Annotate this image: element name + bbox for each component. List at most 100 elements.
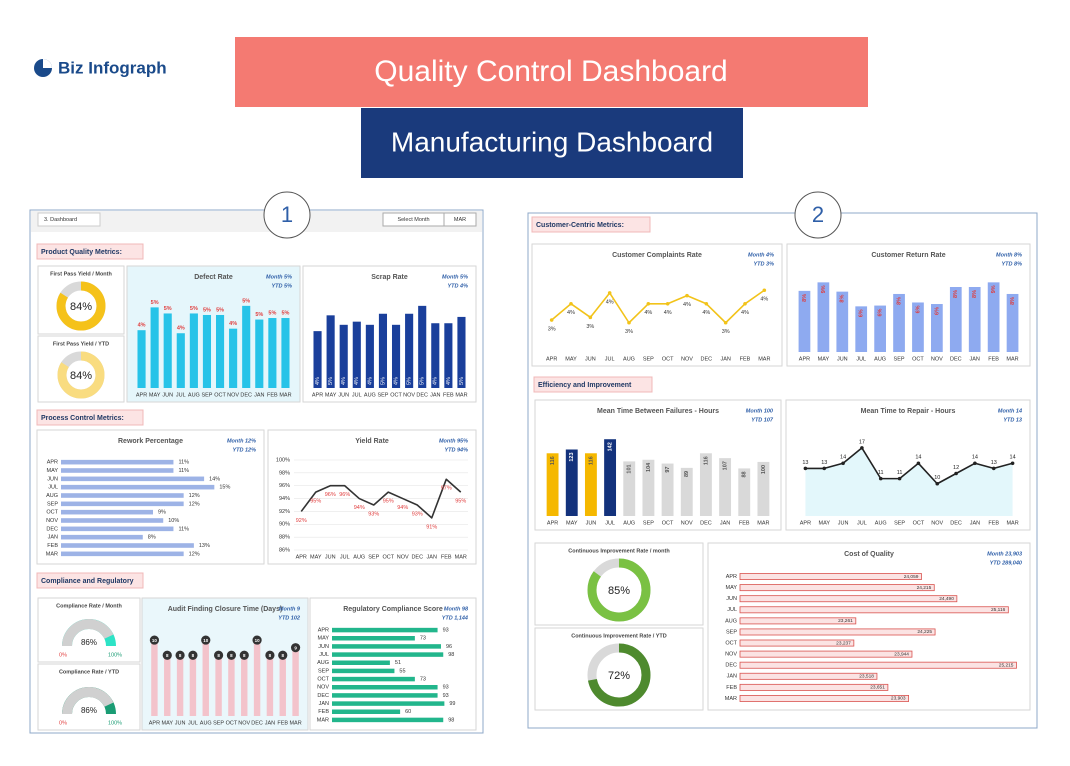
data-label: 4% bbox=[393, 377, 399, 385]
bar bbox=[378, 313, 388, 388]
marker bbox=[149, 635, 160, 645]
x-tick-label: MAY bbox=[149, 392, 161, 398]
bar bbox=[61, 534, 143, 540]
panel-number: 2 bbox=[812, 202, 824, 227]
data-label: 10 bbox=[934, 475, 940, 481]
data-label: 14 bbox=[1010, 455, 1016, 461]
bar bbox=[241, 655, 248, 716]
bar bbox=[431, 323, 440, 388]
data-label: 96% bbox=[325, 492, 336, 498]
data-label: 8% bbox=[840, 295, 846, 303]
bar bbox=[798, 290, 811, 352]
chart-title: Cost of Quality bbox=[844, 551, 894, 558]
data-label: 123 bbox=[569, 452, 575, 461]
data-label: 10 bbox=[203, 638, 209, 643]
data-label: 8% bbox=[802, 294, 808, 302]
y-tick-label: JUL bbox=[319, 652, 329, 658]
annotation: Month 5% bbox=[266, 274, 292, 280]
bar bbox=[266, 655, 274, 716]
data-label: 104 bbox=[646, 462, 652, 472]
bar bbox=[836, 291, 849, 352]
x-tick-label: JUL bbox=[605, 356, 615, 362]
bar bbox=[699, 453, 712, 516]
data-label: 11 bbox=[897, 470, 903, 476]
data-label: 5% bbox=[380, 377, 386, 385]
y-tick-label: JAN bbox=[319, 701, 329, 707]
y-tick-label: 88% bbox=[279, 535, 290, 541]
month-select[interactable] bbox=[443, 212, 477, 227]
donut-label: 84% bbox=[70, 301, 92, 313]
y-tick-label: APR bbox=[47, 460, 58, 466]
marker bbox=[188, 650, 198, 660]
bar bbox=[255, 319, 264, 388]
y-tick-label: APR bbox=[726, 574, 737, 580]
bar bbox=[163, 313, 172, 388]
x-tick-label: DEC bbox=[950, 356, 962, 362]
bar bbox=[739, 584, 935, 592]
bar bbox=[332, 652, 444, 657]
chart-title: First Pass Yield / YTD bbox=[53, 341, 109, 347]
annotation: YTD 107 bbox=[751, 417, 774, 423]
data-label: 4% bbox=[760, 297, 768, 303]
y-tick-label: JUN bbox=[726, 596, 737, 602]
data-label: 5% bbox=[216, 307, 224, 313]
x-tick-label: MAR bbox=[758, 356, 770, 362]
x-tick-label: MAR bbox=[279, 392, 291, 398]
data-label: 13 bbox=[802, 460, 808, 466]
x-tick-label: MAR bbox=[455, 392, 467, 398]
x-tick-label: SEP bbox=[201, 392, 212, 398]
bar bbox=[739, 606, 1009, 614]
chart-panel bbox=[534, 627, 704, 711]
bar bbox=[332, 636, 415, 641]
x-tick-label: MAR bbox=[757, 520, 769, 526]
x-tick-label: AUG bbox=[874, 356, 886, 362]
data-label: 8 bbox=[269, 653, 272, 658]
gauge-value bbox=[62, 687, 114, 715]
data-label: 11% bbox=[178, 526, 189, 532]
bar bbox=[949, 287, 962, 352]
bar bbox=[1006, 293, 1019, 352]
y-tick-label: MAY bbox=[46, 468, 58, 474]
x-tick-label: JUN bbox=[338, 392, 349, 398]
bar bbox=[739, 650, 913, 658]
point bbox=[607, 291, 612, 295]
data-label: 14% bbox=[209, 476, 220, 482]
point bbox=[803, 466, 808, 471]
marker bbox=[162, 650, 172, 660]
x-tick-label: FEB bbox=[739, 520, 750, 526]
data-label: 9 bbox=[294, 645, 297, 650]
annotation: YTD 5% bbox=[272, 283, 293, 289]
data-label: 4% bbox=[567, 310, 575, 316]
data-label: 5% bbox=[420, 377, 426, 385]
y-tick-label: DEC bbox=[317, 693, 329, 699]
point bbox=[704, 301, 709, 306]
bar bbox=[352, 321, 361, 388]
point bbox=[685, 293, 689, 298]
section-header bbox=[36, 243, 144, 260]
chart-title: Customer Complaints Rate bbox=[612, 252, 702, 259]
y-tick-label: MAR bbox=[725, 696, 737, 702]
section-label: Customer-Centric Metrics: bbox=[536, 222, 624, 229]
x-tick-label: SEP bbox=[894, 356, 905, 362]
chart-title: Defect Rate bbox=[194, 274, 233, 281]
bar bbox=[332, 660, 390, 665]
point bbox=[743, 301, 747, 306]
y-tick-label: AUG bbox=[725, 618, 737, 624]
y-tick-label: APR bbox=[318, 628, 329, 634]
chart-title: Mean Time Between Failures - Hours bbox=[597, 408, 719, 415]
data-label: 93 bbox=[443, 685, 449, 691]
annotation: YTD 102 bbox=[278, 615, 300, 621]
bar bbox=[642, 459, 655, 516]
point bbox=[897, 476, 902, 481]
bar bbox=[176, 655, 184, 716]
title: Quality Control Dashboard bbox=[374, 55, 728, 88]
data-label: 12% bbox=[189, 501, 200, 507]
x-tick-label: DEC bbox=[240, 392, 252, 398]
annotation: Month 14 bbox=[998, 408, 1022, 414]
x-tick-label: MAY bbox=[161, 720, 173, 726]
bar bbox=[229, 328, 238, 388]
tab[interactable] bbox=[37, 212, 101, 227]
data-label: 10 bbox=[255, 638, 261, 643]
bar bbox=[457, 316, 466, 388]
data-label: 6% bbox=[878, 308, 884, 316]
